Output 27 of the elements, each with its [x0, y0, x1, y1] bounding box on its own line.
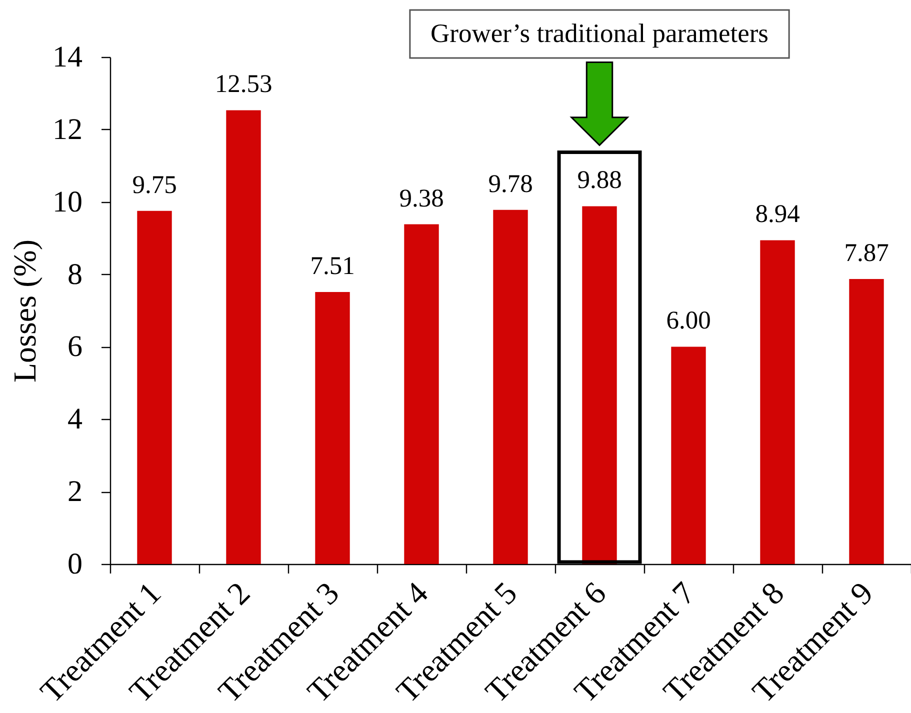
y-tick-label: 2 — [68, 475, 82, 508]
y-tick-label: 10 — [52, 185, 82, 218]
data-label: 8.94 — [755, 199, 800, 228]
y-tick-label: 14 — [52, 40, 82, 74]
bar — [760, 240, 795, 564]
data-label: 9.78 — [488, 168, 533, 198]
data-label: 6.00 — [666, 306, 711, 335]
data-label: 9.75 — [132, 170, 177, 199]
y-tick-label: 4 — [68, 402, 82, 436]
data-label: 7.51 — [310, 251, 355, 280]
bar — [226, 110, 261, 564]
bar — [493, 210, 528, 564]
data-label: 9.38 — [399, 183, 444, 212]
y-tick-label: 6 — [68, 330, 82, 364]
data-label: 12.53 — [214, 69, 272, 98]
bar — [849, 278, 884, 564]
y-axis-title: Losses (%) — [6, 239, 42, 383]
data-label: 9.88 — [577, 165, 622, 194]
text: Grower’s traditional parameters — [430, 18, 768, 48]
data-label: 7.87 — [844, 238, 890, 267]
bar — [671, 346, 706, 564]
y-tick-label: 0 — [68, 548, 82, 580]
bar — [137, 210, 172, 564]
bar — [315, 292, 350, 564]
y-tick-label: 8 — [68, 258, 82, 291]
bar — [404, 224, 439, 564]
y-tick-label: 12 — [52, 112, 82, 146]
